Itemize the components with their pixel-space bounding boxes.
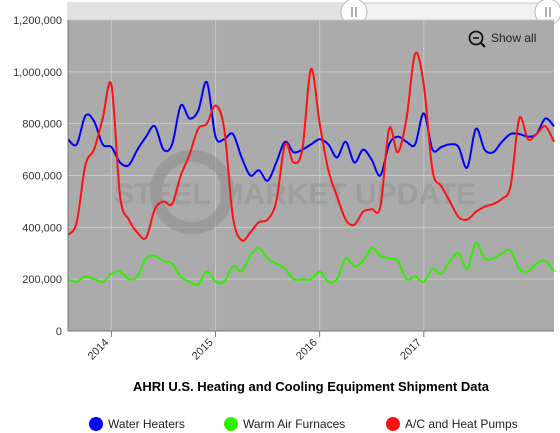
y-tick-label: 400,000 — [22, 222, 62, 234]
y-tick-label: 0 — [56, 326, 62, 338]
series-group — [67, 51, 555, 286]
show-all-label: Show all — [491, 31, 536, 45]
series-line-water-heaters[interactable] — [67, 80, 555, 182]
legend-item-warm-air-furnaces[interactable]: Warm Air Furnaces — [224, 417, 345, 431]
watermark-text: STEEL MARKET UPDATE — [114, 178, 476, 211]
legend-label: A/C and Heat Pumps — [405, 417, 518, 431]
x-tick-label: 2015 — [190, 337, 216, 363]
y-tick-label: 200,000 — [22, 274, 62, 286]
legend-item-a-c-and-heat-pumps[interactable]: A/C and Heat Pumps — [386, 417, 518, 431]
legend-label: Warm Air Furnaces — [243, 417, 345, 431]
legend-marker — [386, 417, 400, 431]
legend-item-water-heaters[interactable]: Water Heaters — [89, 417, 185, 431]
legend-label: Water Heaters — [108, 417, 185, 431]
x-tick-label: 2016 — [294, 337, 320, 363]
y-tick-label: 800,000 — [22, 119, 62, 131]
y-axis: 0 200,000 400,000 600,000 800,000 1,000,000 1,… — [13, 15, 62, 338]
zoom-out-icon — [468, 30, 486, 48]
watermark-logo: STEEL MARKET UPDATE — [114, 150, 476, 234]
legend-marker — [224, 417, 238, 431]
y-tick-label: 1,000,000 — [13, 67, 62, 79]
y-tick-label: 600,000 — [22, 171, 62, 183]
chart-title: AHRI U.S. Heating and Cooling Equipment … — [133, 379, 490, 394]
legend-marker — [89, 417, 103, 431]
y-tick-label: 1,200,000 — [13, 15, 62, 27]
navigator-range[interactable] — [68, 3, 354, 21]
series-line-a-c-and-heat-pumps[interactable] — [67, 51, 555, 242]
legend: Water Heaters Warm Air Furnaces A/C and He… — [89, 417, 518, 431]
x-tick-label: 2017 — [398, 337, 424, 363]
x-tick-label: 2014 — [86, 337, 112, 363]
series-line-warm-air-furnaces[interactable] — [67, 241, 555, 286]
show-all-button[interactable]: Show all — [466, 28, 544, 48]
